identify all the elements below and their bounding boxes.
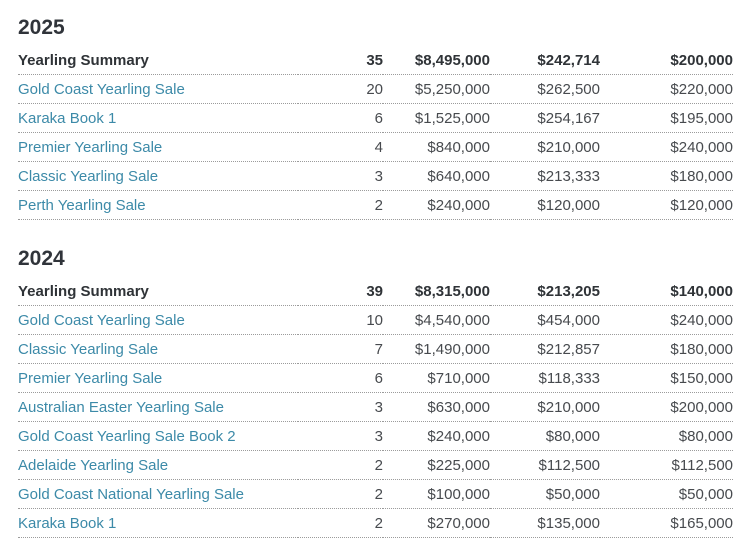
average-cell: $210,000 [490,132,600,162]
sale-link[interactable]: Classic Yearling Sale [18,340,159,358]
sale-link[interactable]: Australian Easter Yearling Sale [18,398,224,416]
average-cell: $213,333 [490,161,600,191]
yearling-summary-row: Yearling Summary 35 $8,495,000 $242,714 … [18,46,733,75]
count-cell: 2 [298,190,383,220]
sale-link[interactable]: Gold Coast Yearling Sale Book 2 [18,427,236,445]
median-cell: $240,000 [600,132,733,162]
summary-count-cell: 35 [298,46,383,75]
table-row: Premier Yearling Sale 4 $840,000 $210,00… [18,132,733,162]
median-cell: $150,000 [600,363,733,393]
average-cell: $118,333 [490,363,600,393]
count-cell: 6 [298,103,383,133]
count-cell: 4 [298,132,383,162]
gross-cell: $240,000 [383,421,490,451]
median-cell: $180,000 [600,161,733,191]
summary-average-cell: $213,205 [490,277,600,306]
median-cell: $50,000 [600,479,733,509]
gross-cell: $100,000 [383,479,490,509]
gross-cell: $710,000 [383,363,490,393]
yearling-sales-table-2024: Yearling Summary 39 $8,315,000 $213,205 … [18,277,733,538]
table-row: Perth Yearling Sale 2 $240,000 $120,000 … [18,190,733,220]
sale-link[interactable]: Karaka Book 1 [18,514,117,532]
count-cell: 2 [298,479,383,509]
count-cell: 20 [298,74,383,104]
average-cell: $112,500 [490,450,600,480]
yearling-summary-row: Yearling Summary 39 $8,315,000 $213,205 … [18,277,733,306]
summary-count-cell: 39 [298,277,383,306]
median-cell: $180,000 [600,334,733,364]
sale-link[interactable]: Gold Coast Yearling Sale [18,311,185,329]
table-row: Premier Yearling Sale 6 $710,000 $118,33… [18,363,733,393]
median-cell: $165,000 [600,508,733,538]
median-cell: $200,000 [600,392,733,422]
sale-link[interactable]: Gold Coast Yearling Sale [18,80,185,98]
table-row: Karaka Book 1 2 $270,000 $135,000 $165,0… [18,508,733,538]
gross-cell: $4,540,000 [383,305,490,335]
count-cell: 3 [298,392,383,422]
summary-gross-cell: $8,495,000 [383,46,490,75]
gross-cell: $5,250,000 [383,74,490,104]
summary-median-cell: $200,000 [600,46,733,75]
count-cell: 3 [298,161,383,191]
gross-cell: $1,490,000 [383,334,490,364]
gross-cell: $270,000 [383,508,490,538]
summary-median-cell: $140,000 [600,277,733,306]
table-row: Gold Coast National Yearling Sale 2 $100… [18,479,733,509]
table-row: Gold Coast Yearling Sale 10 $4,540,000 $… [18,305,733,335]
gross-cell: $1,525,000 [383,103,490,133]
sale-link[interactable]: Premier Yearling Sale [18,138,163,156]
table-row: Australian Easter Yearling Sale 3 $630,0… [18,392,733,422]
year-heading: 2025 [18,16,65,39]
count-cell: 10 [298,305,383,335]
summary-label: Yearling Summary [18,277,298,306]
year-heading: 2024 [18,247,65,270]
average-cell: $454,000 [490,305,600,335]
table-row: Gold Coast Yearling Sale Book 2 3 $240,0… [18,421,733,451]
count-cell: 2 [298,450,383,480]
median-cell: $80,000 [600,421,733,451]
count-cell: 6 [298,363,383,393]
gross-cell: $840,000 [383,132,490,162]
average-cell: $50,000 [490,479,600,509]
table-row: Karaka Book 1 6 $1,525,000 $254,167 $195… [18,103,733,133]
count-cell: 3 [298,421,383,451]
median-cell: $112,500 [600,450,733,480]
sale-link[interactable]: Classic Yearling Sale [18,167,159,185]
average-cell: $135,000 [490,508,600,538]
average-cell: $212,857 [490,334,600,364]
average-cell: $254,167 [490,103,600,133]
gross-cell: $640,000 [383,161,490,191]
median-cell: $220,000 [600,74,733,104]
average-cell: $80,000 [490,421,600,451]
average-cell: $262,500 [490,74,600,104]
median-cell: $120,000 [600,190,733,220]
year-section-2024: 2024 Yearling Summary 39 $8,315,000 $213… [18,247,733,538]
summary-label: Yearling Summary [18,46,298,75]
sale-link[interactable]: Karaka Book 1 [18,109,117,127]
median-cell: $195,000 [600,103,733,133]
average-cell: $210,000 [490,392,600,422]
count-cell: 7 [298,334,383,364]
sale-link[interactable]: Premier Yearling Sale [18,369,163,387]
table-row: Classic Yearling Sale 7 $1,490,000 $212,… [18,334,733,364]
sale-link[interactable]: Gold Coast National Yearling Sale [18,485,244,503]
count-cell: 2 [298,508,383,538]
gross-cell: $630,000 [383,392,490,422]
gross-cell: $240,000 [383,190,490,220]
yearling-sales-table-2025: Yearling Summary 35 $8,495,000 $242,714 … [18,46,733,220]
table-row: Classic Yearling Sale 3 $640,000 $213,33… [18,161,733,191]
median-cell: $240,000 [600,305,733,335]
gross-cell: $225,000 [383,450,490,480]
summary-gross-cell: $8,315,000 [383,277,490,306]
table-row: Gold Coast Yearling Sale 20 $5,250,000 $… [18,74,733,104]
table-row: Adelaide Yearling Sale 2 $225,000 $112,5… [18,450,733,480]
summary-average-cell: $242,714 [490,46,600,75]
sale-link[interactable]: Perth Yearling Sale [18,196,146,214]
average-cell: $120,000 [490,190,600,220]
year-section-2025: 2025 Yearling Summary 35 $8,495,000 $242… [18,16,733,220]
sale-link[interactable]: Adelaide Yearling Sale [18,456,169,474]
